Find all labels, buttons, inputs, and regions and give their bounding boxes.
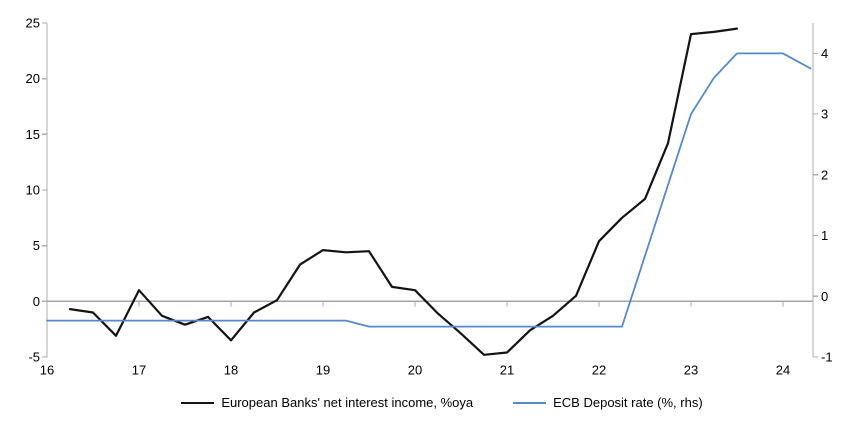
legend-item-net-interest-income: European Banks' net interest income, %oy… xyxy=(181,395,473,410)
series-line-net-interest-income xyxy=(68,27,739,356)
x-axis-tick-label: 23 xyxy=(684,363,698,378)
chart-legend: European Banks' net interest income, %oy… xyxy=(0,395,852,410)
series-line-ecb-deposit-rate xyxy=(46,52,812,328)
y-right-tick-label: 2 xyxy=(821,167,828,182)
legend-label-ecb-deposit-rate: ECB Deposit rate (%, rhs) xyxy=(553,395,703,410)
x-axis-tick-label: 20 xyxy=(408,363,422,378)
y-left-tick-label: 20 xyxy=(26,71,40,86)
y-right-tick-label: -1 xyxy=(821,350,833,365)
y-left-tick-label: 5 xyxy=(33,238,40,253)
x-axis-tick-label: 24 xyxy=(776,363,790,378)
blue-line-swatch xyxy=(513,401,547,404)
y-right-tick-label: 1 xyxy=(821,228,828,243)
y-right-tick-label: 0 xyxy=(821,289,828,304)
x-axis-tick-label: 22 xyxy=(592,363,606,378)
y-left-tick-label: -5 xyxy=(28,350,40,365)
x-axis-tick-label: 16 xyxy=(40,363,54,378)
x-axis-tick-label: 17 xyxy=(132,363,146,378)
y-left-tick-label: 15 xyxy=(26,127,40,142)
x-axis-tick-label: 18 xyxy=(224,363,238,378)
y-left-tick-label: 0 xyxy=(33,294,40,309)
y-right-tick-label: 3 xyxy=(821,107,828,122)
legend-item-ecb-deposit-rate: ECB Deposit rate (%, rhs) xyxy=(513,395,703,410)
y-left-tick-label: 10 xyxy=(26,183,40,198)
y-right-tick-label: 4 xyxy=(821,46,828,61)
black-line-swatch xyxy=(181,401,215,404)
legend-label-net-interest-income: European Banks' net interest income, %oy… xyxy=(221,395,474,410)
x-axis-tick-label: 19 xyxy=(316,363,330,378)
y-left-tick-label: 25 xyxy=(26,16,40,31)
x-axis-tick-label: 21 xyxy=(500,363,514,378)
